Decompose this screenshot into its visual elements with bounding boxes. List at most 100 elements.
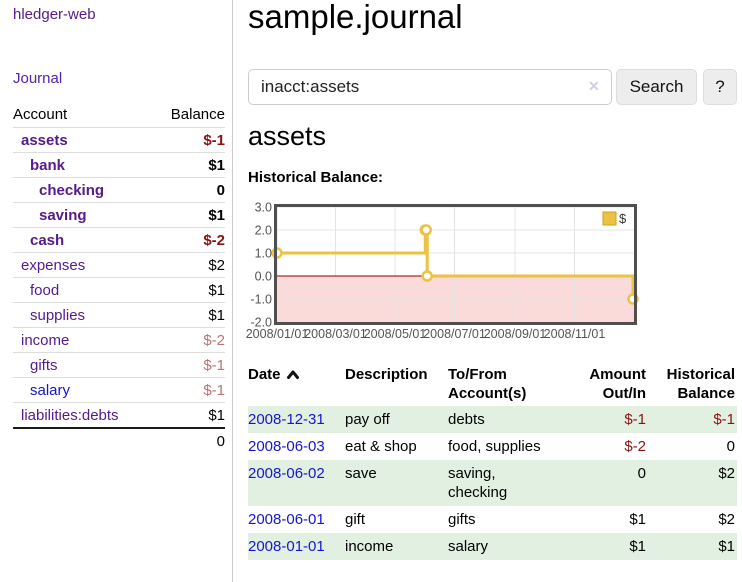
historical-balance-chart: $3.0 2.0 1.0 0.0 -1.0 -2.0 2008/01/01 2008/03/0… bbox=[246, 201, 668, 344]
sidebar-account-link[interactable]: cash bbox=[30, 232, 65, 249]
data-point bbox=[421, 270, 433, 282]
x-axis-tick-label: 2008/07/01 bbox=[423, 327, 486, 341]
chart-canvas: $3.0 2.0 1.0 0.0 -1.0 -2.02008/01/012008/03/0… bbox=[246, 201, 639, 341]
account-row: cash $-2 bbox=[13, 227, 225, 253]
account-row: salary $-1 bbox=[13, 377, 225, 403]
accounts-table: Account Balance assets $-1 bank $1 checking 0… bbox=[13, 102, 225, 453]
page-title: sample.journal bbox=[248, 0, 463, 35]
clear-search-icon[interactable]: ✕ bbox=[588, 78, 600, 94]
register-table: Date Description To/From Account(s) Amou… bbox=[248, 362, 737, 560]
sidebar-account-balance: $1 bbox=[153, 202, 225, 228]
account-row: gifts $-1 bbox=[13, 352, 225, 378]
sidebar-account-link[interactable]: bank bbox=[30, 157, 66, 174]
transaction-date-link[interactable]: 2008-06-01 bbox=[248, 511, 325, 528]
account-row: income $-2 bbox=[13, 327, 225, 353]
transaction-date-link[interactable]: 2008-12-31 bbox=[248, 411, 325, 428]
x-axis-tick-label: 2008/05/01 bbox=[364, 327, 427, 341]
transaction-accounts: food, supplies bbox=[448, 438, 541, 455]
register-header-description: Description bbox=[345, 366, 428, 383]
register-header-amount-line1: Amount bbox=[589, 366, 646, 383]
sidebar-account-balance: 0 bbox=[153, 177, 225, 203]
account-row: bank $1 bbox=[13, 152, 225, 178]
transaction-balance: 0 bbox=[726, 438, 735, 455]
register-row: 2008-06-03 eat & shop food, supplies $-2 0 bbox=[248, 433, 737, 460]
help-button[interactable]: ? bbox=[703, 69, 737, 105]
accounts-total-row: 0 bbox=[13, 427, 225, 453]
y-axis-tick-label: -1.0 bbox=[250, 293, 272, 307]
register-header-date-label: Date bbox=[248, 366, 281, 383]
sidebar-item-journal[interactable]: Journal bbox=[13, 70, 63, 87]
transaction-accounts: gifts bbox=[448, 511, 476, 528]
transaction-date-link[interactable]: 2008-01-01 bbox=[248, 538, 325, 555]
sidebar: hledger-web Journal Account Balance asse… bbox=[0, 0, 233, 582]
account-heading: assets bbox=[248, 121, 327, 151]
account-row: food $1 bbox=[13, 277, 225, 303]
sidebar-account-link[interactable]: supplies bbox=[30, 307, 86, 324]
register-header-balance: Historical Balance bbox=[648, 362, 737, 406]
search-bar: ✕ Search ? bbox=[248, 69, 737, 105]
transaction-date-link[interactable]: 2008-06-03 bbox=[248, 438, 325, 455]
main-panel: sample.journal ✕ Search ? assets Histori… bbox=[246, 0, 742, 582]
accounts-table-header-row: Account Balance bbox=[13, 102, 225, 128]
y-axis-tick-label: 1.0 bbox=[255, 247, 272, 261]
sidebar-account-link[interactable]: food bbox=[30, 282, 60, 299]
account-row: saving $1 bbox=[13, 202, 225, 228]
sidebar-account-link[interactable]: checking bbox=[39, 182, 105, 199]
sidebar-account-link[interactable]: saving bbox=[39, 207, 87, 224]
y-axis-tick-label: 3.0 bbox=[255, 201, 272, 215]
account-row: expenses $2 bbox=[13, 252, 225, 278]
sidebar-account-balance: $-2 bbox=[153, 327, 225, 353]
sidebar-account-link[interactable]: gifts bbox=[30, 357, 58, 374]
accounts-header-account: Account bbox=[13, 106, 68, 123]
transaction-balance: $2 bbox=[718, 511, 735, 528]
transaction-amount: $1 bbox=[629, 511, 646, 528]
legend-swatch-icon bbox=[602, 211, 617, 226]
accounts-total-spacer bbox=[13, 427, 154, 453]
register-header-amount-line2: Out/In bbox=[602, 385, 646, 402]
transaction-accounts: debts bbox=[448, 411, 485, 428]
sidebar-account-balance: $1 bbox=[153, 152, 225, 178]
y-axis-tick-label: -2.0 bbox=[250, 316, 272, 330]
sidebar-account-link[interactable]: expenses bbox=[21, 257, 86, 274]
accounts-total-balance: 0 bbox=[153, 427, 225, 453]
transaction-date-link[interactable]: 2008-06-02 bbox=[248, 465, 325, 482]
sort-ascending-icon bbox=[286, 366, 300, 385]
register-row: 2008-06-01 gift gifts $1 $2 bbox=[248, 506, 737, 533]
sidebar-account-balance: $-1 bbox=[153, 377, 225, 403]
chart-legend-label: $ bbox=[619, 211, 627, 226]
transaction-accounts: salary bbox=[448, 538, 489, 555]
sidebar-account-link[interactable]: liabilities:debts bbox=[21, 407, 119, 424]
search-button[interactable]: Search bbox=[616, 69, 697, 105]
register-row: 2008-01-01 income salary $1 $1 bbox=[248, 533, 737, 560]
register-header-date[interactable]: Date bbox=[248, 362, 345, 406]
account-row: supplies $1 bbox=[13, 302, 225, 328]
register-row: 2008-12-31 pay off debts $-1 $-1 bbox=[248, 406, 737, 433]
transaction-balance: $1 bbox=[718, 538, 735, 555]
transaction-description: eat & shop bbox=[345, 438, 417, 455]
sidebar-account-balance: $1 bbox=[153, 302, 225, 328]
transaction-description: gift bbox=[345, 511, 366, 528]
sidebar-account-balance: $1 bbox=[153, 402, 225, 428]
sidebar-account-balance: $-2 bbox=[153, 227, 225, 253]
chart-title: Historical Balance: bbox=[248, 169, 384, 186]
sidebar-account-link[interactable]: income bbox=[21, 332, 70, 349]
sidebar-account-link[interactable]: salary bbox=[30, 382, 71, 399]
accounts-header-balance: Balance bbox=[170, 106, 225, 123]
sidebar-account-balance: $-1 bbox=[153, 127, 225, 153]
account-row: checking 0 bbox=[13, 177, 225, 203]
search-input[interactable] bbox=[248, 69, 612, 105]
app-title-link[interactable]: hledger-web bbox=[13, 6, 96, 23]
register-header-accounts-line1: To/From bbox=[448, 366, 507, 383]
sidebar-account-link[interactable]: assets bbox=[21, 132, 68, 149]
sidebar-account-balance: $1 bbox=[153, 277, 225, 303]
sidebar-account-balance: $2 bbox=[153, 252, 225, 278]
transaction-amount: $1 bbox=[629, 538, 646, 555]
transaction-description: pay off bbox=[345, 411, 390, 428]
y-axis-tick-label: 0.0 bbox=[255, 270, 272, 284]
data-point bbox=[420, 224, 432, 236]
transaction-accounts: saving, checking bbox=[448, 465, 508, 501]
x-axis-tick-label: 2008/03/01 bbox=[304, 327, 367, 341]
transaction-amount: $-2 bbox=[624, 438, 646, 455]
register-header-accounts-line2: Account(s) bbox=[448, 385, 527, 402]
plot-border bbox=[274, 204, 637, 325]
